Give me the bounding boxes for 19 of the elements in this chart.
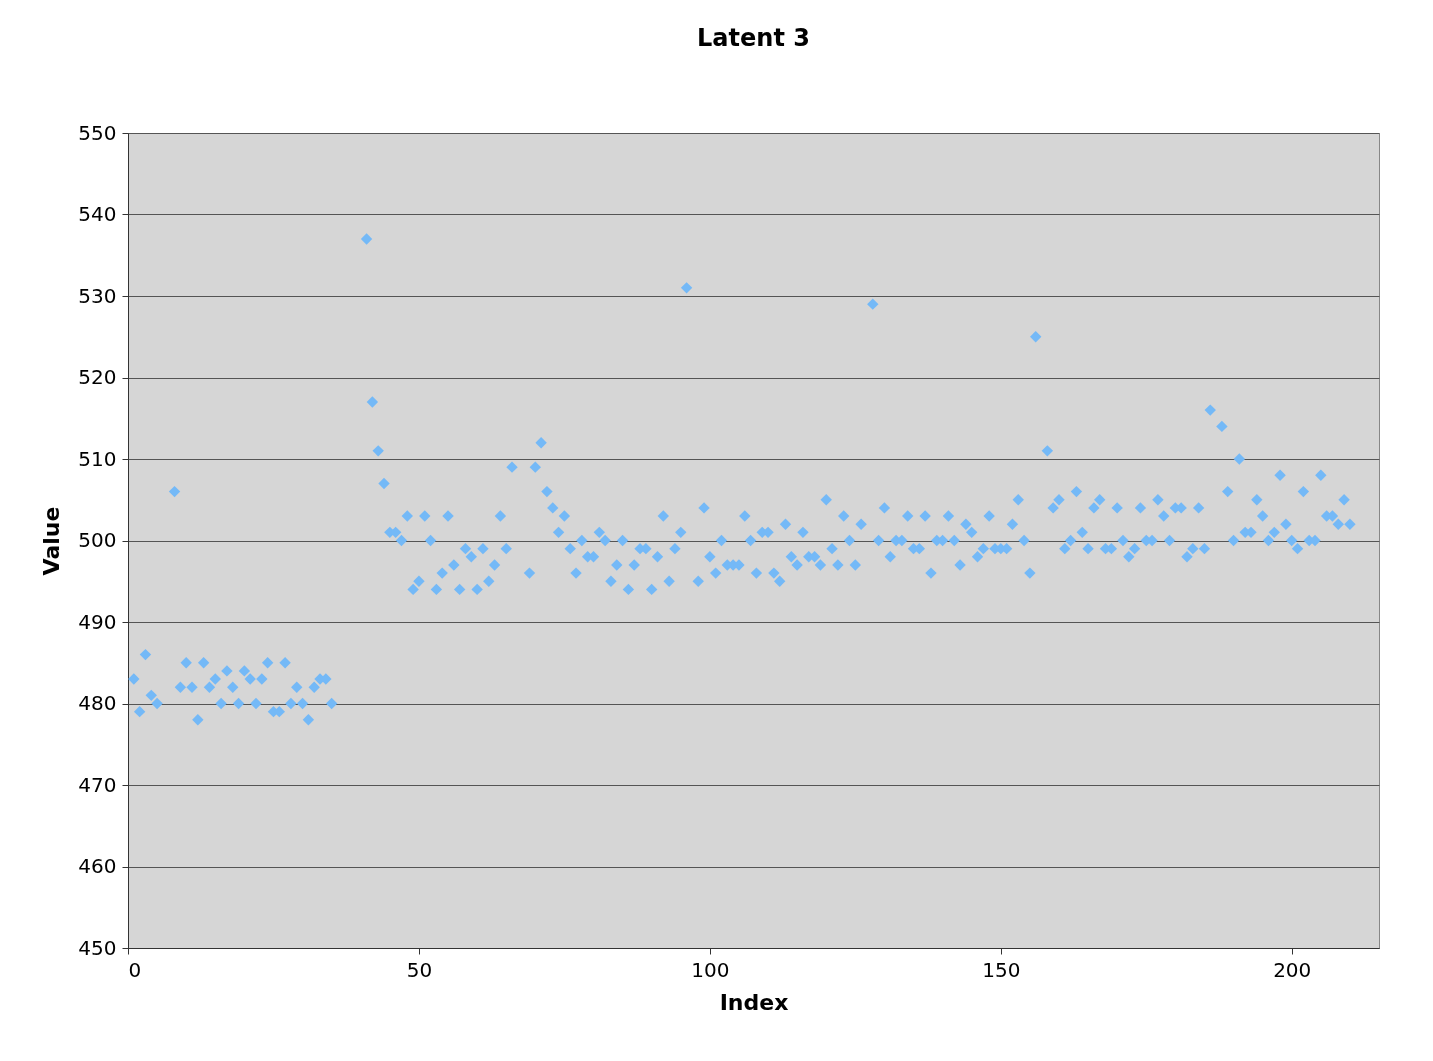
x-tick-label: 150 xyxy=(982,957,1021,982)
x-tick-label: 50 xyxy=(406,957,433,982)
y-tick-label: 470 xyxy=(78,772,117,797)
x-axis-title: Index xyxy=(719,989,789,1015)
y-tick-label: 450 xyxy=(78,935,117,960)
y-tick-label: 530 xyxy=(78,283,117,308)
y-tick-label: 500 xyxy=(78,528,117,552)
chart-title: Latent 3 xyxy=(697,24,810,52)
y-tick-label: 480 xyxy=(78,691,117,715)
y-tick-label: 520 xyxy=(78,365,117,389)
x-tick-label: 100 xyxy=(691,957,730,982)
y-tick-label: 490 xyxy=(78,609,117,634)
y-tick-label: 540 xyxy=(78,202,117,226)
x-tick-label: 0 xyxy=(128,957,142,982)
y-axis-title: Value xyxy=(39,506,65,576)
y-tick-label: 550 xyxy=(78,120,117,145)
y-tick-label: 460 xyxy=(78,854,117,878)
y-tick-label: 510 xyxy=(78,446,117,471)
x-tick-label: 200 xyxy=(1273,957,1312,982)
